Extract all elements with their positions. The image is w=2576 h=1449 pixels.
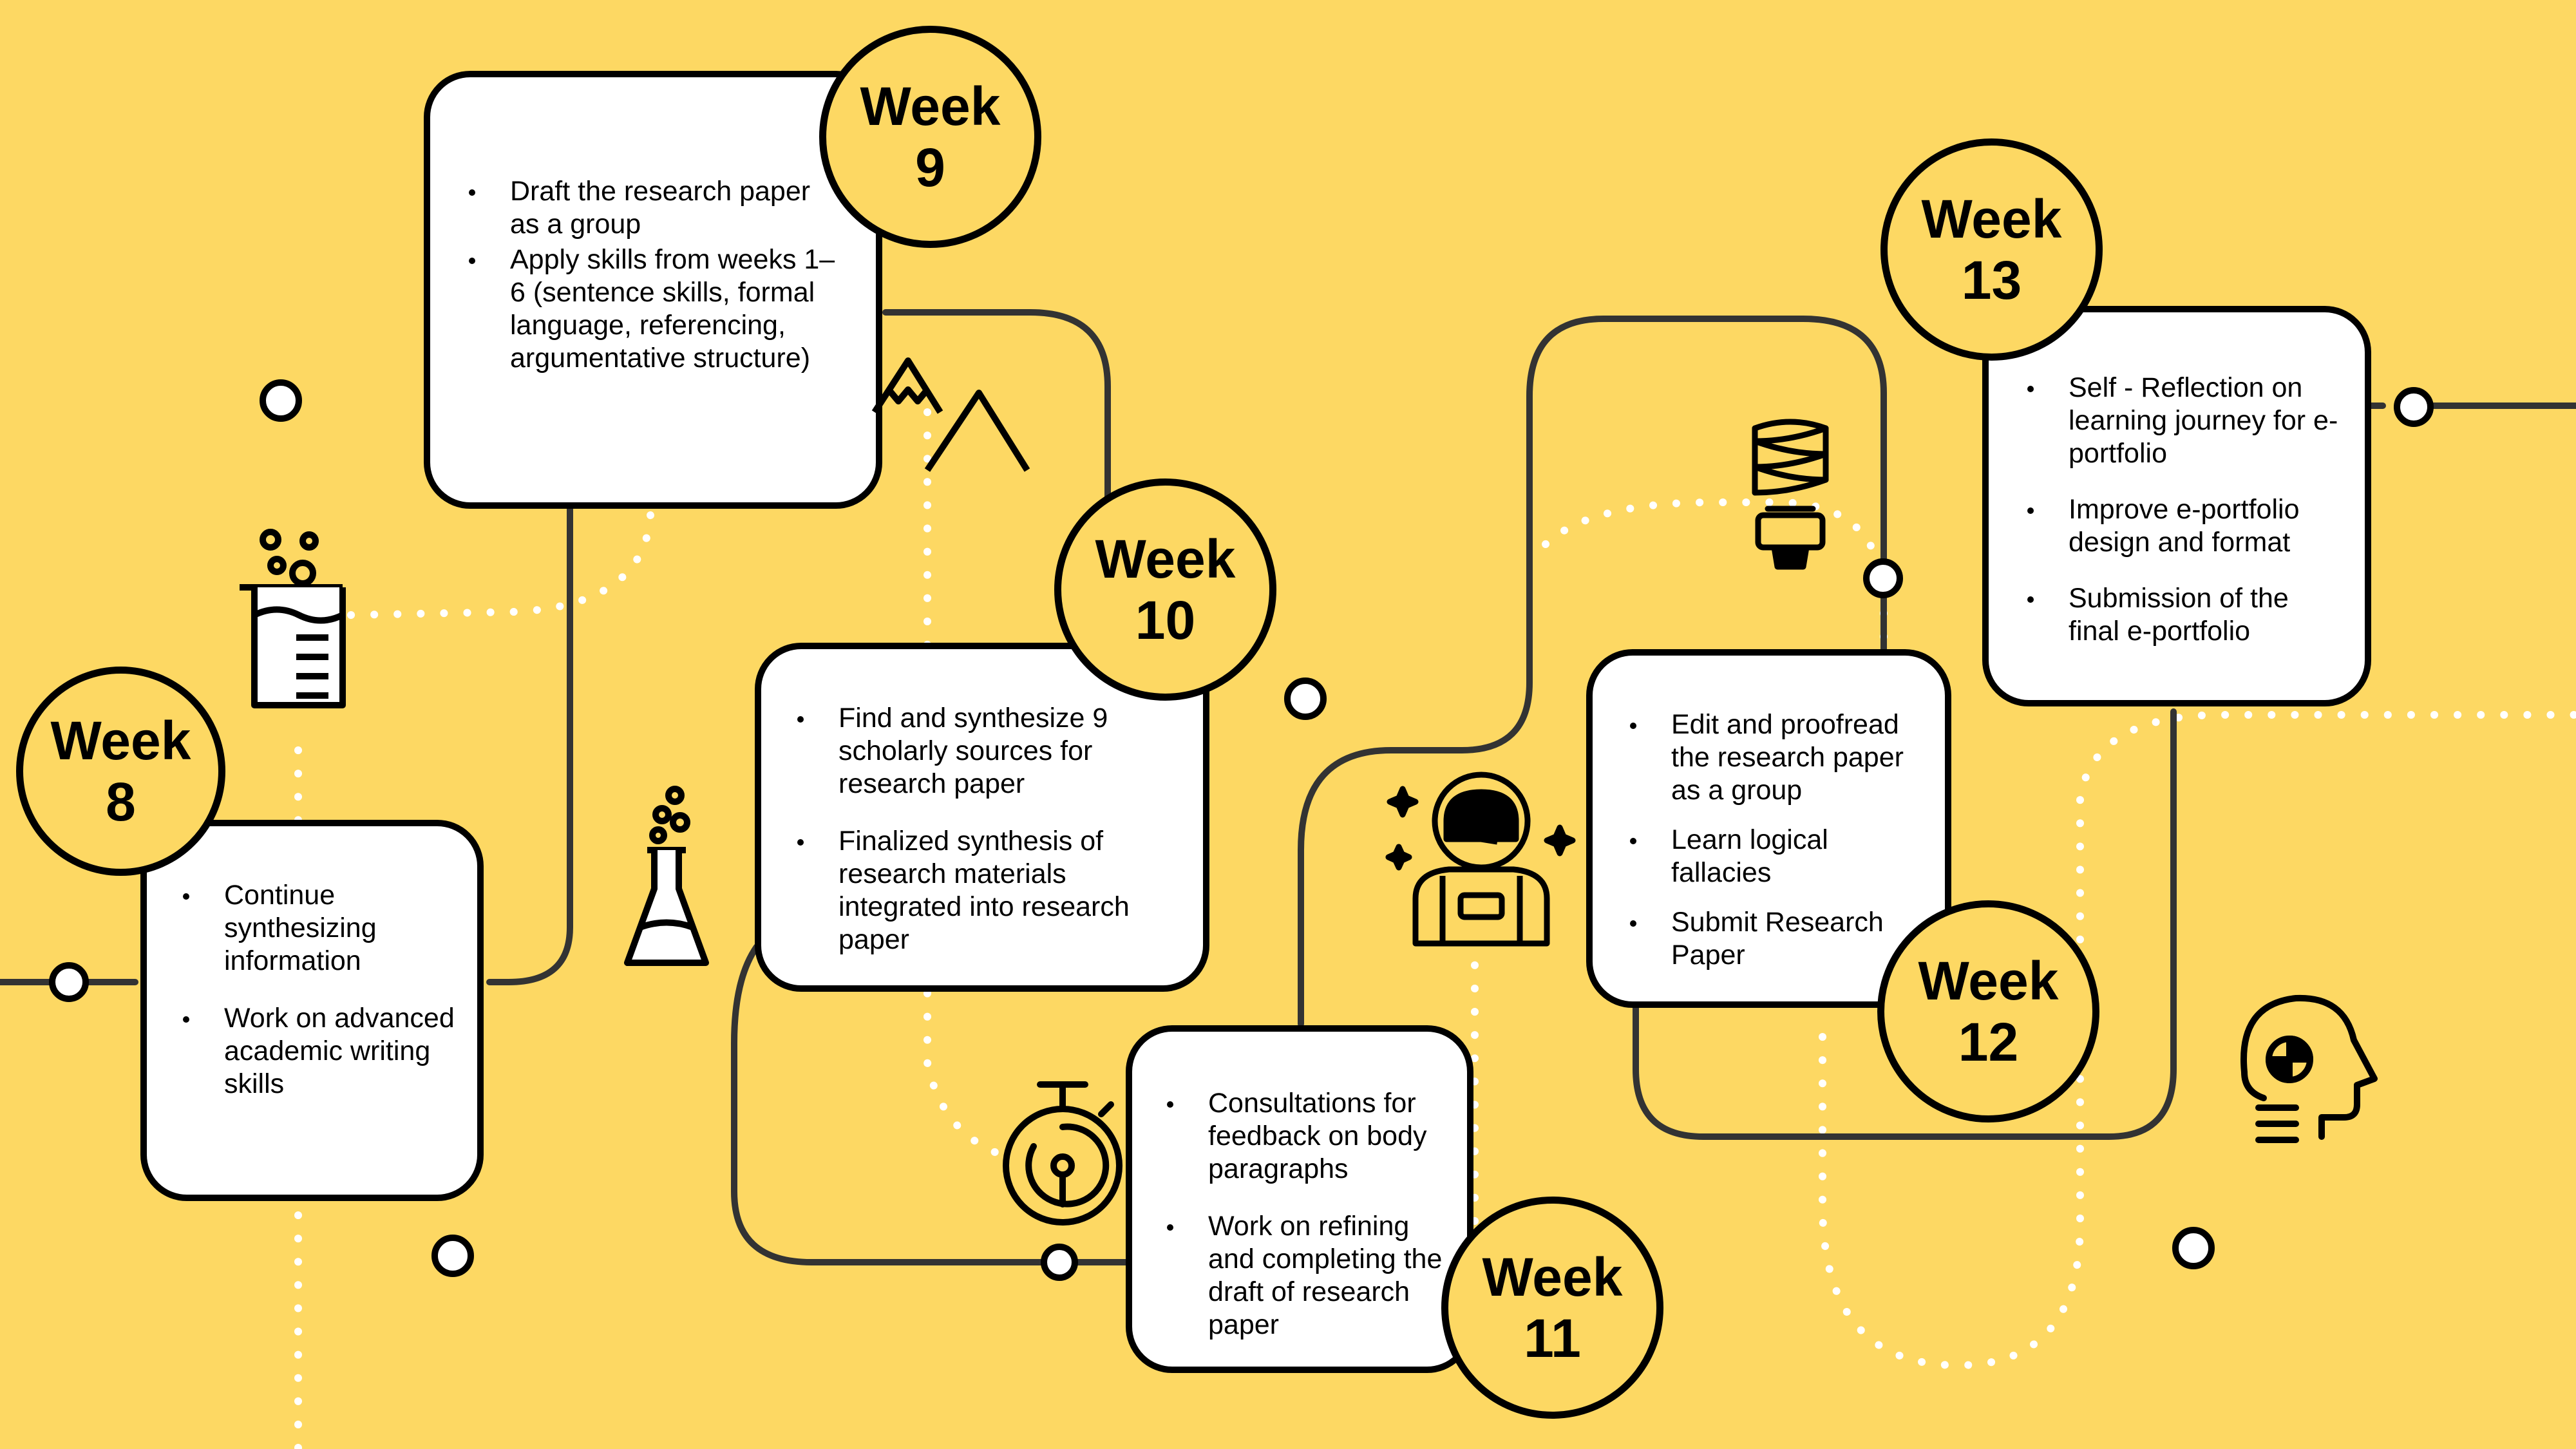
week-11-item: Work on refining and completing the draf… [1167,1210,1448,1341]
robot-head-icon [2240,994,2378,1143]
week-9-number: 9 [915,137,945,198]
week-9-item: Apply skills from weeks 1–6 (sentence sk… [469,243,837,375]
week-8-item: Continue synthesizing information [183,879,458,978]
small-circles [49,379,2434,1281]
week-8-card: Continue synthesizing information Work o… [140,820,484,1201]
week-12-badge: Week 12 [1877,900,2099,1122]
beaker-icon [240,529,346,708]
week-13-word: Week [1921,189,2062,250]
week-11-badge: Week 11 [1441,1197,1663,1419]
week-12-card: Edit and proofread the research paper as… [1586,649,1951,1008]
week-11-number: 11 [1524,1307,1581,1368]
week-9-word: Week [860,76,1001,137]
week-11-items: Consultations for feedback on body parag… [1132,1087,1448,1341]
astronaut-icon [1385,772,1576,947]
week-10-card: Find and synthesize 9 scholarly sources … [755,643,1209,992]
week-8-word: Week [50,710,191,772]
week-10-badge: Week 10 [1054,478,1276,701]
week-9-badge: Week 9 [819,26,1041,248]
week-13-item: Improve e-portfolio design and format [2027,493,2339,559]
week-10-item: Finalized synthesis of research material… [797,825,1177,956]
week-11-item: Consultations for feedback on body parag… [1167,1087,1448,1186]
week-13-number: 13 [1961,249,2022,310]
lightbulb-icon [1752,419,1829,570]
week-8-items: Continue synthesizing information Work o… [147,879,458,1101]
week-8-number: 8 [106,771,136,832]
mountain-icon [871,357,1030,472]
week-13-badge: Week 13 [1880,138,2103,361]
week-12-number: 12 [1958,1011,2019,1072]
week-10-word: Week [1095,529,1236,590]
week-12-item: Submit Research Paper [1630,906,1926,972]
solid-route [0,309,2576,1265]
week-9-items: Draft the research paper as a group Appl… [430,175,837,375]
week-9-item: Draft the research paper as a group [469,175,837,241]
week-10-number: 10 [1135,589,1196,650]
week-13-item: Submission of the final e-portfolio [2027,582,2339,648]
week-11-card: Consultations for feedback on body parag… [1126,1025,1473,1373]
week-12-word: Week [1918,951,2059,1012]
stopwatch-icon [1003,1081,1122,1226]
week-12-item: Learn logical fallacies [1630,824,1926,889]
week-8-item: Work on advanced academic writing skills [183,1002,458,1101]
week-10-items: Find and synthesize 9 scholarly sources … [761,702,1177,956]
flask-icon [624,786,709,966]
week-13-item: Self - Reflection on learning journey fo… [2027,372,2338,469]
week-12-item: Edit and proofread the research paper as… [1630,708,1926,807]
week-13-items: Self - Reflection on learning journey fo… [1989,372,2339,648]
week-12-items: Edit and proofread the research paper as… [1593,708,1926,972]
week-13-card: Self - Reflection on learning journey fo… [1982,306,2371,706]
week-8-badge: Week 8 [16,667,225,876]
week-10-item: Find and synthesize 9 scholarly sources … [797,702,1177,800]
week-9-card: Draft the research paper as a group Appl… [424,71,882,509]
week-11-word: Week [1482,1247,1623,1308]
